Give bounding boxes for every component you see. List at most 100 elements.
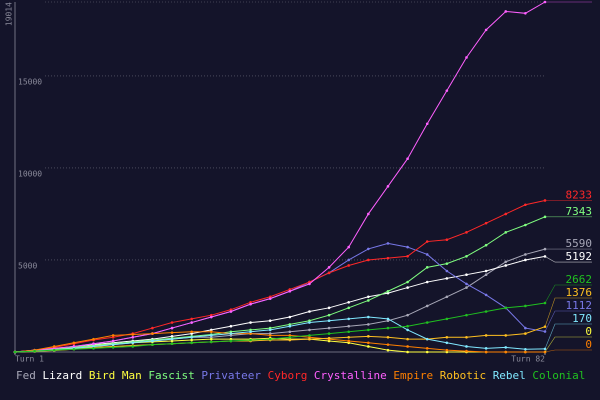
data-point (347, 335, 351, 339)
data-point (367, 295, 370, 299)
leader-line (544, 284, 592, 304)
data-point (465, 345, 468, 348)
data-point (367, 341, 370, 345)
data-point (229, 334, 233, 337)
legend-entry: Fed (16, 369, 36, 382)
legend-entry: Cyborg (268, 369, 308, 382)
data-point (484, 293, 488, 297)
data-point (465, 56, 468, 59)
legend-entry: Rebel (493, 369, 526, 382)
data-point (111, 343, 115, 346)
data-point (386, 335, 390, 339)
end-label: 0 (585, 338, 592, 351)
data-point (190, 321, 193, 324)
data-point (190, 341, 193, 345)
data-point (288, 288, 292, 291)
data-point (327, 266, 331, 269)
x-tick-label: Turn 82 (511, 355, 545, 364)
data-point (347, 317, 351, 321)
data-point (367, 299, 370, 302)
data-point (92, 337, 95, 341)
series-line (14, 302, 546, 353)
data-point (445, 348, 449, 352)
data-point (288, 289, 292, 293)
legend-entry: Empire (393, 369, 433, 382)
data-point (524, 223, 527, 227)
data-point (209, 330, 213, 334)
data-point (367, 212, 370, 216)
data-point (445, 341, 449, 345)
data-point (386, 326, 390, 330)
data-point (72, 347, 76, 351)
y-tick-label: 5000 (18, 261, 37, 270)
data-point (111, 346, 115, 349)
data-point (72, 341, 76, 345)
data-point (504, 264, 508, 267)
data-point (524, 258, 527, 262)
data-point (249, 330, 252, 334)
series-line (14, 255, 546, 353)
series-line (14, 216, 546, 353)
data-point (92, 342, 95, 346)
data-point (249, 328, 252, 332)
data-point (190, 335, 193, 339)
data-point (72, 345, 76, 348)
data-point (347, 258, 351, 262)
data-point (425, 122, 429, 126)
data-point (484, 269, 488, 273)
data-point (386, 256, 390, 260)
end-label: 19014 (559, 0, 592, 3)
data-point (327, 339, 331, 343)
data-point (111, 335, 115, 339)
data-point (288, 324, 292, 328)
data-point (229, 310, 233, 313)
data-point (504, 306, 508, 310)
data-point (504, 212, 508, 216)
data-point (386, 185, 390, 188)
data-point (209, 337, 213, 341)
data-point (170, 337, 174, 341)
data-point (465, 313, 468, 317)
data-point (445, 238, 449, 242)
data-point (308, 310, 311, 313)
data-point (406, 324, 409, 328)
data-point (229, 308, 233, 311)
data-point (524, 350, 527, 354)
data-point (445, 262, 449, 265)
data-point (249, 300, 252, 304)
data-point (445, 277, 449, 280)
data-point (347, 300, 351, 304)
data-point (308, 337, 311, 341)
end-label: 5192 (566, 250, 593, 263)
data-point (406, 157, 409, 161)
data-point (504, 346, 508, 349)
data-point (268, 337, 272, 341)
data-point (347, 306, 351, 310)
leader-line (544, 336, 592, 353)
data-point (425, 321, 429, 324)
data-point (170, 321, 174, 324)
data-point (367, 335, 370, 338)
data-point (131, 345, 135, 348)
data-point (386, 242, 390, 245)
data-point (52, 348, 56, 352)
data-point (327, 332, 331, 335)
data-point (288, 335, 292, 339)
data-point (249, 332, 252, 335)
data-point (151, 332, 154, 335)
data-point (524, 203, 527, 207)
data-point (484, 334, 488, 337)
legend-entry: Lizard (42, 369, 82, 382)
data-point (524, 12, 527, 15)
leader-line (544, 310, 592, 332)
data-point (288, 334, 292, 337)
data-point (406, 337, 409, 341)
data-point (406, 350, 409, 354)
data-point (209, 328, 213, 332)
data-point (425, 304, 429, 308)
end-label: 8233 (566, 188, 593, 201)
end-label: 0 (585, 325, 592, 338)
data-point (347, 245, 351, 249)
legend-entry: Robotic (440, 369, 486, 382)
